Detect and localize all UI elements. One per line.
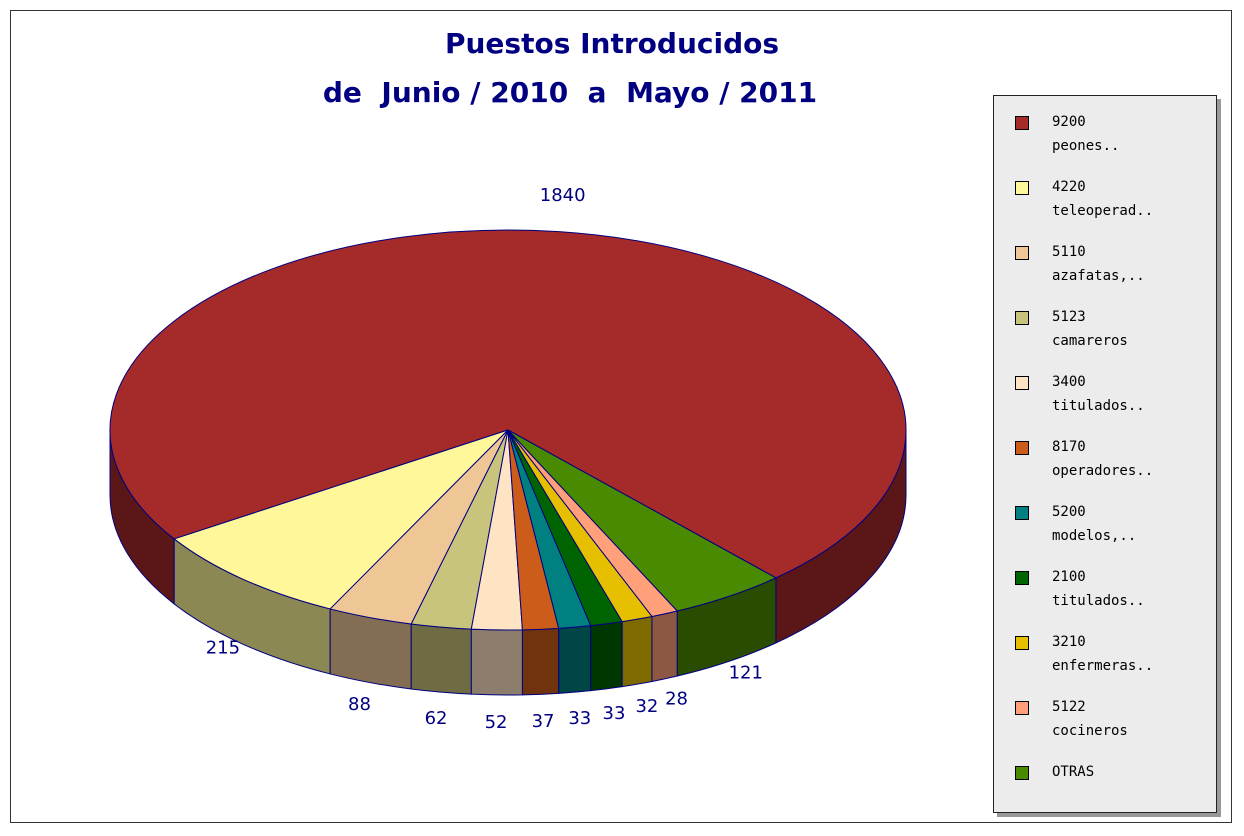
legend-swatch	[1015, 181, 1029, 195]
legend-swatch	[1015, 636, 1029, 650]
legend-item: 5122 cocineros	[994, 695, 1216, 760]
pie-side	[470, 628, 523, 696]
pie-side	[521, 627, 560, 696]
chart-frame	[10, 10, 1232, 823]
legend-label: 3400 titulados..	[1052, 374, 1145, 414]
legend-label: 5122 cocineros	[1052, 699, 1128, 739]
pie-side	[651, 610, 678, 683]
legend-label: 5110 azafatas,..	[1052, 244, 1145, 284]
pie-side	[621, 615, 653, 688]
data-label: 33	[603, 703, 626, 724]
legend-label: 3210 enfermeras..	[1052, 634, 1154, 674]
legend-label: 5200 modelos,..	[1052, 504, 1137, 544]
data-label: 121	[729, 663, 763, 684]
legend-swatch	[1015, 116, 1029, 130]
legend-item: 2100 titulados..	[994, 565, 1216, 630]
legend-item: 9200 peones..	[994, 110, 1216, 175]
legend-swatch	[1015, 701, 1029, 715]
legend-swatch	[1015, 571, 1029, 585]
pie-side	[590, 621, 623, 692]
legend-label: 2100 titulados..	[1052, 569, 1145, 609]
legend-item: 4220 teleoperad..	[994, 175, 1216, 240]
legend-swatch	[1015, 376, 1029, 390]
legend-swatch	[1015, 506, 1029, 520]
legend-item: 5123 camareros	[994, 305, 1216, 370]
legend-item: 5200 modelos,..	[994, 500, 1216, 565]
data-label: 215	[206, 638, 240, 659]
data-label: 32	[635, 696, 658, 717]
pie-slice	[173, 429, 509, 610]
legend-swatch	[1015, 246, 1029, 260]
legend-item: 5110 azafatas,..	[994, 240, 1216, 305]
legend-swatch	[1015, 441, 1029, 455]
data-label: 33	[568, 708, 591, 729]
legend-item: 8170 operadores..	[994, 435, 1216, 500]
pie-side	[410, 623, 472, 695]
legend: 9200 peones.. 4220 teleoperad.. 5110 azafa…	[993, 95, 1217, 813]
pie-side	[558, 625, 592, 694]
chart-subtitle: de Junio / 2010 a Mayo / 2011	[323, 76, 817, 109]
data-label: 62	[425, 708, 448, 729]
pie-slice	[507, 429, 778, 612]
chart-title: Puestos Introducidos	[445, 27, 779, 60]
legend-swatch	[1015, 766, 1029, 780]
data-label: 28	[665, 688, 688, 709]
legend-item: OTRAS	[994, 760, 1216, 825]
legend-item: 3210 enfermeras..	[994, 630, 1216, 695]
legend-swatch	[1015, 311, 1029, 325]
legend-label: 8170 operadores..	[1052, 439, 1154, 479]
legend-label: 5123 camareros	[1052, 309, 1128, 349]
legend-item: 3400 titulados..	[994, 370, 1216, 435]
data-label: 37	[532, 711, 555, 732]
legend-label: OTRAS	[1052, 764, 1095, 780]
data-label: 88	[348, 694, 371, 715]
legend-label: 4220 teleoperad..	[1052, 179, 1154, 219]
data-label: 1840	[540, 185, 586, 206]
data-label: 52	[485, 712, 508, 733]
legend-label: 9200 peones..	[1052, 114, 1120, 154]
pie-slice	[109, 229, 907, 579]
